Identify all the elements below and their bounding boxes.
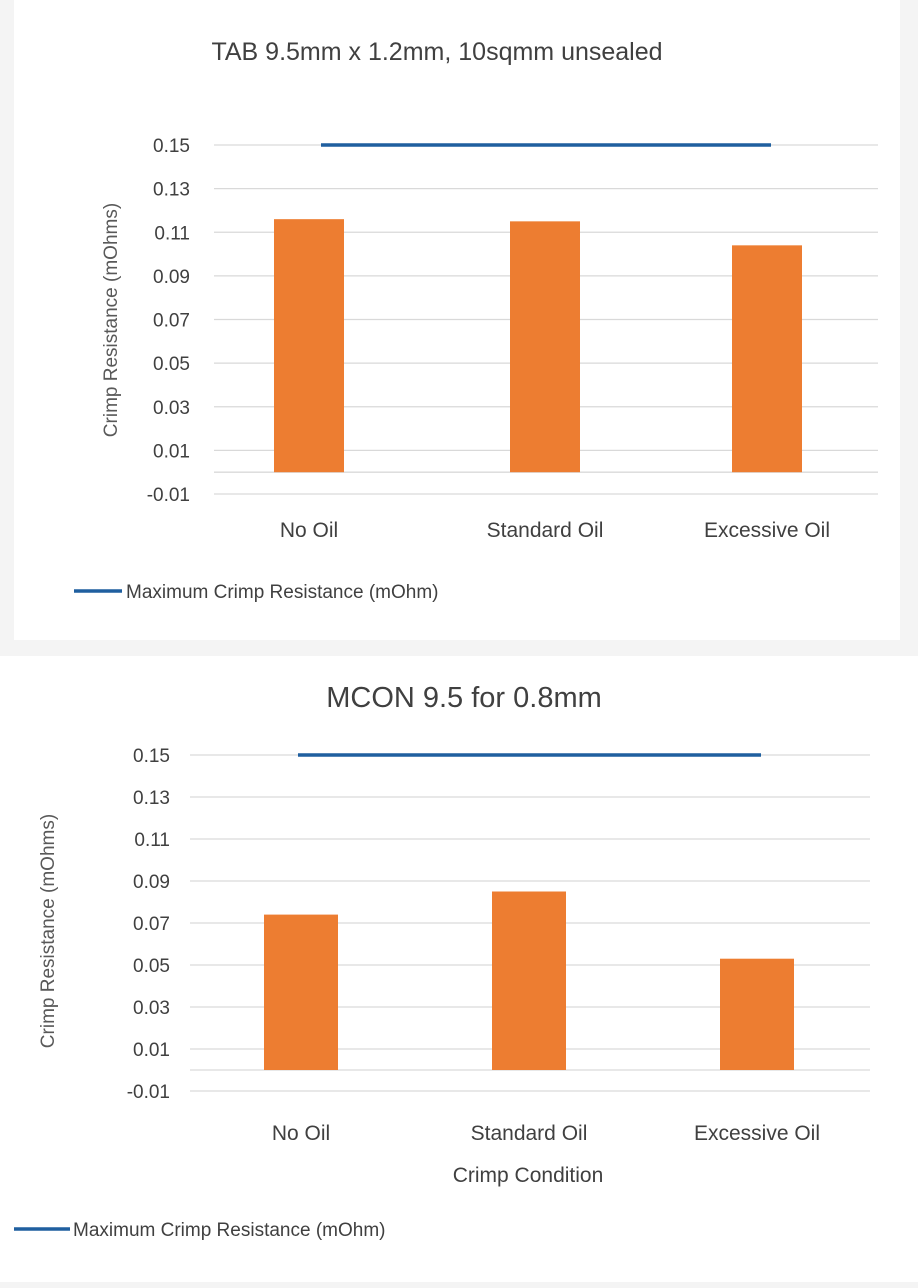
bar-no-oil [264, 914, 338, 1070]
y-tick-label: 0.13 [133, 788, 170, 809]
bar-excessive-oil [732, 245, 802, 473]
y-tick-label: 0.11 [154, 223, 190, 244]
chart-panel-mcon: MCON 9.5 for 0.8mm -0.01 0.01 0.03 0.05 0.07 0… [0, 656, 918, 1282]
y-axis-title: Crimp Resistance (mOhms) [101, 203, 122, 437]
x-category-label: Excessive Oil [704, 519, 830, 542]
chart-tab-svg: TAB 9.5mm x 1.2mm, 10sqmm unsealed -0.01 0… [74, 38, 878, 603]
y-tick-label: 0.03 [153, 398, 190, 419]
y-tick-label: 0.09 [153, 267, 190, 288]
y-tick-label: 0.05 [153, 354, 190, 375]
x-axis-title: Crimp Condition [453, 1164, 604, 1187]
bar-standard-oil [510, 221, 580, 473]
y-tick-label: 0.09 [133, 872, 170, 893]
x-category-label: Excessive Oil [694, 1122, 820, 1145]
chart-title: MCON 9.5 for 0.8mm [326, 682, 602, 714]
y-tick-label: 0.13 [153, 180, 190, 201]
y-axis-title: Crimp Resistance (mOhms) [38, 814, 59, 1048]
bar-excessive-oil [720, 958, 794, 1070]
y-tick-label: 0.11 [134, 830, 170, 851]
y-tick-label: -0.01 [127, 1082, 170, 1103]
chart-mcon-svg: MCON 9.5 for 0.8mm -0.01 0.01 0.03 0.05 0.07 0… [14, 682, 870, 1241]
chart-panel-tab: TAB 9.5mm x 1.2mm, 10sqmm unsealed -0.01 0… [14, 0, 900, 640]
legend-label: Maximum Crimp Resistance (mOhm) [126, 582, 438, 603]
y-tick-label: 0.15 [153, 136, 190, 157]
y-tick-label: 0.05 [133, 956, 170, 977]
chart-title: TAB 9.5mm x 1.2mm, 10sqmm unsealed [211, 38, 662, 66]
y-tick-label: -0.01 [147, 485, 190, 506]
y-tick-label: 0.03 [133, 998, 170, 1019]
y-tick-label: 0.07 [153, 311, 190, 332]
y-tick-label: 0.15 [133, 746, 170, 767]
x-category-label: Standard Oil [487, 519, 604, 542]
x-category-label: Standard Oil [471, 1122, 588, 1145]
x-category-label: No Oil [280, 519, 338, 542]
y-tick-label: 0.01 [133, 1040, 170, 1061]
legend-label: Maximum Crimp Resistance (mOhm) [73, 1220, 385, 1241]
bar-no-oil [274, 219, 344, 473]
y-tick-label: 0.01 [153, 441, 190, 462]
bar-standard-oil [492, 891, 566, 1070]
x-category-label: No Oil [272, 1122, 330, 1145]
y-tick-label: 0.07 [133, 914, 170, 935]
